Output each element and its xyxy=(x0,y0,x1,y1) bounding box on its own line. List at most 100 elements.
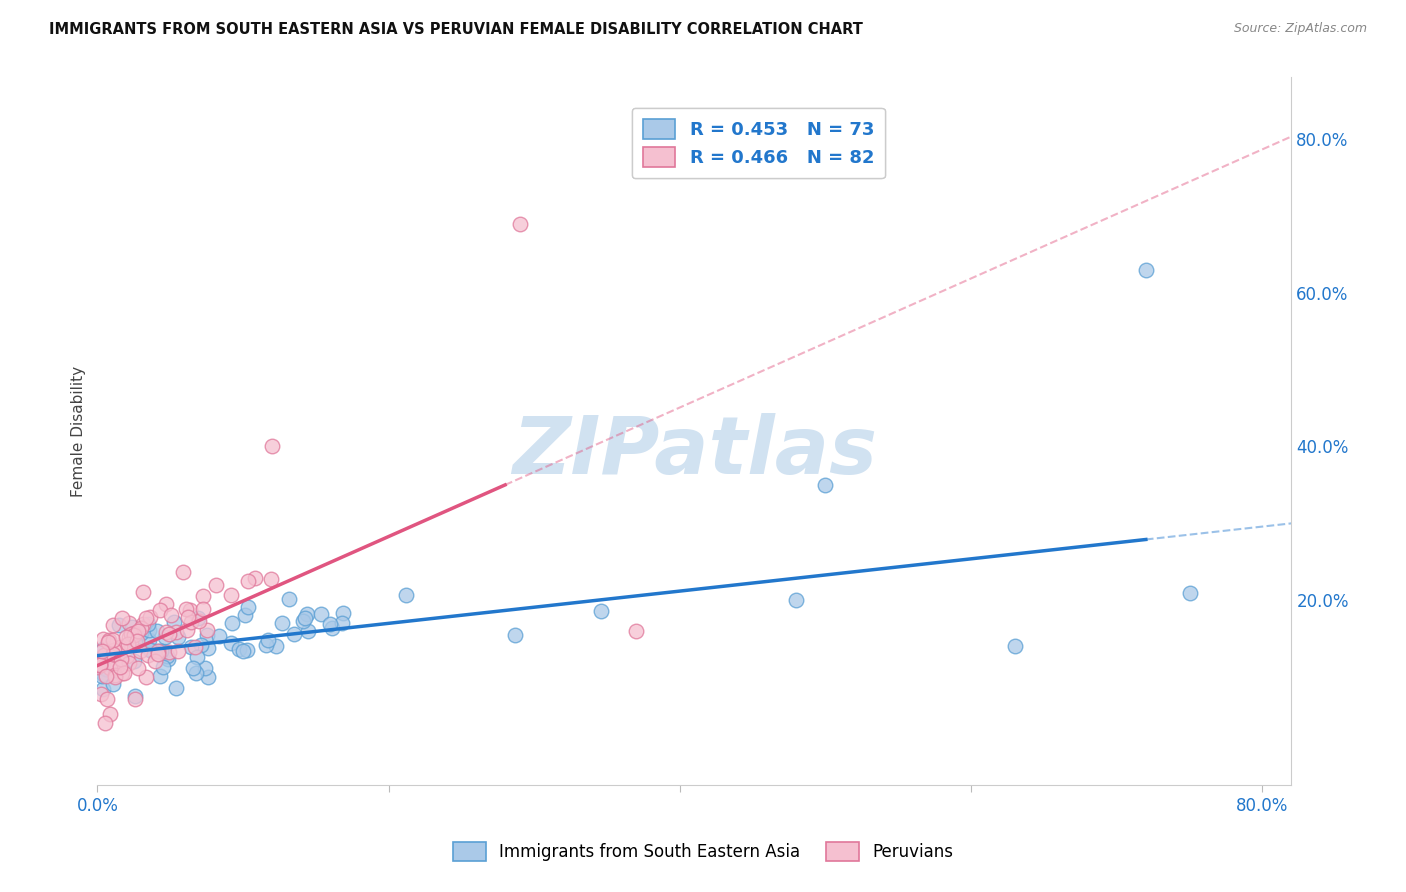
Point xyxy=(86,658,108,673)
Point xyxy=(120,627,142,641)
Point xyxy=(90,669,112,683)
Point xyxy=(136,648,159,662)
Point xyxy=(93,648,115,662)
Point xyxy=(103,670,125,684)
Point xyxy=(157,645,180,659)
Point xyxy=(91,667,114,681)
Point xyxy=(125,633,148,648)
Point xyxy=(165,681,187,695)
Point xyxy=(127,624,149,638)
Point xyxy=(139,642,162,657)
Point xyxy=(117,648,139,663)
Point xyxy=(146,643,169,657)
Point xyxy=(184,640,207,655)
Point xyxy=(624,624,647,638)
Point xyxy=(136,617,159,632)
Point xyxy=(138,633,160,648)
Point xyxy=(97,635,120,649)
Point xyxy=(271,615,294,630)
Point xyxy=(110,640,132,654)
Point xyxy=(148,643,170,657)
Point xyxy=(97,633,120,648)
Point xyxy=(165,624,187,639)
Point xyxy=(278,592,301,607)
Point xyxy=(153,630,176,644)
Point xyxy=(197,640,219,655)
Point xyxy=(120,636,142,650)
Point xyxy=(122,626,145,640)
Point xyxy=(591,604,613,618)
Point xyxy=(86,660,108,674)
Point xyxy=(243,571,266,585)
Point xyxy=(321,622,343,636)
Point xyxy=(89,658,111,673)
Point xyxy=(96,651,118,665)
Point xyxy=(91,644,114,658)
Point xyxy=(143,654,166,668)
Point xyxy=(1004,640,1026,654)
Point xyxy=(118,630,141,644)
Point xyxy=(332,606,354,620)
Point xyxy=(90,687,112,701)
Point xyxy=(197,623,219,637)
Point xyxy=(129,621,152,635)
Point xyxy=(93,716,115,731)
Point xyxy=(122,654,145,668)
Point xyxy=(395,588,418,602)
Point xyxy=(91,642,114,657)
Point xyxy=(111,610,134,624)
Point xyxy=(98,706,121,721)
Point xyxy=(292,614,315,628)
Point xyxy=(260,572,283,586)
Point xyxy=(118,656,141,670)
Point xyxy=(181,661,204,675)
Point xyxy=(172,565,194,579)
Text: IMMIGRANTS FROM SOUTH EASTERN ASIA VS PERUVIAN FEMALE DISABILITY CORRELATION CHA: IMMIGRANTS FROM SOUTH EASTERN ASIA VS PE… xyxy=(49,22,863,37)
Point xyxy=(105,658,128,673)
Point xyxy=(319,616,342,631)
Legend: Immigrants from South Eastern Asia, Peruvians: Immigrants from South Eastern Asia, Peru… xyxy=(446,835,960,868)
Legend: R = 0.453   N = 73, R = 0.466   N = 82: R = 0.453 N = 73, R = 0.466 N = 82 xyxy=(631,108,884,178)
Point xyxy=(155,625,177,640)
Point xyxy=(157,626,180,640)
Point xyxy=(191,602,214,616)
Point xyxy=(124,692,146,706)
Point xyxy=(186,650,208,665)
Point xyxy=(148,668,170,682)
Point xyxy=(132,584,155,599)
Point xyxy=(96,661,118,675)
Point xyxy=(148,602,170,616)
Point xyxy=(176,623,198,637)
Point xyxy=(187,614,209,628)
Point xyxy=(177,610,200,624)
Point xyxy=(262,440,284,454)
Point xyxy=(228,641,250,656)
Point xyxy=(89,657,111,671)
Point xyxy=(180,640,202,654)
Point xyxy=(219,588,242,602)
Point xyxy=(155,598,177,612)
Point xyxy=(160,608,183,623)
Point xyxy=(138,623,160,637)
Point xyxy=(208,629,231,643)
Point xyxy=(91,632,114,646)
Point xyxy=(163,615,186,630)
Point xyxy=(103,632,125,647)
Point xyxy=(91,681,114,696)
Point xyxy=(295,607,318,621)
Point xyxy=(785,593,807,607)
Point xyxy=(132,616,155,631)
Point xyxy=(509,217,531,231)
Point xyxy=(104,658,127,673)
Point xyxy=(149,644,172,658)
Point xyxy=(221,616,243,631)
Point xyxy=(124,689,146,703)
Y-axis label: Female Disability: Female Disability xyxy=(72,366,86,497)
Point xyxy=(101,648,124,662)
Point xyxy=(96,691,118,706)
Point xyxy=(124,637,146,651)
Text: Source: ZipAtlas.com: Source: ZipAtlas.com xyxy=(1233,22,1367,36)
Point xyxy=(294,611,316,625)
Point xyxy=(1135,262,1157,277)
Point xyxy=(179,603,201,617)
